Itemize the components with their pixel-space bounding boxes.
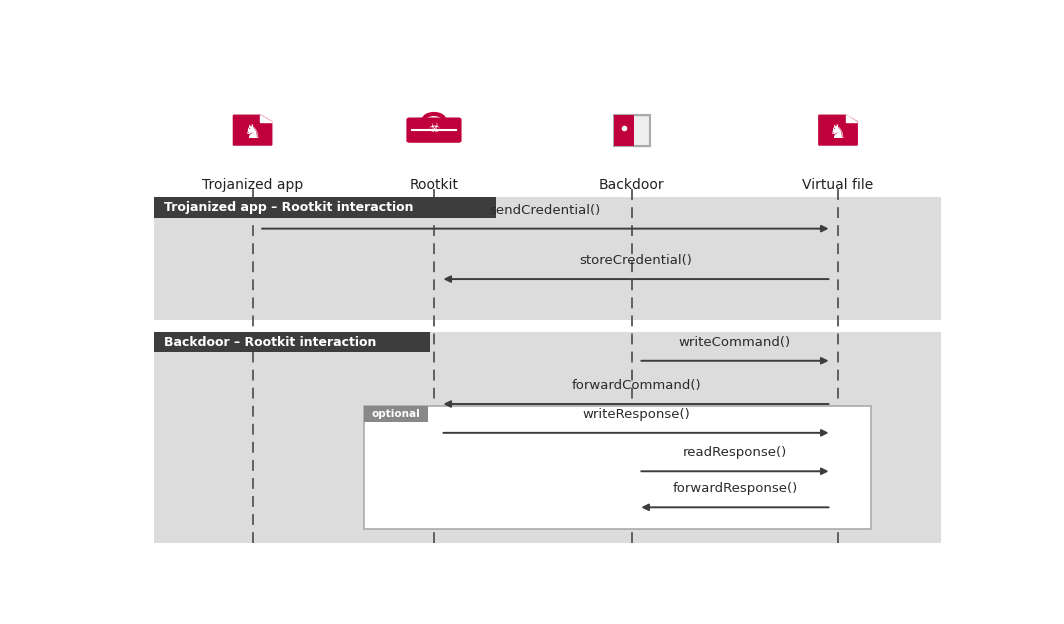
Text: storeCredential(): storeCredential() [580, 254, 693, 267]
Text: ♞: ♞ [829, 123, 847, 142]
Text: Rootkit: Rootkit [410, 178, 459, 192]
Text: ♞: ♞ [244, 123, 262, 142]
Polygon shape [846, 115, 858, 122]
Text: optional: optional [371, 409, 420, 419]
Bar [364, 406, 871, 529]
Bar [153, 197, 941, 320]
Polygon shape [233, 115, 271, 145]
Polygon shape [261, 115, 271, 122]
Text: Trojanized app: Trojanized app [202, 178, 303, 192]
Text: writeCommand(): writeCommand() [679, 336, 791, 349]
Bar [614, 115, 634, 146]
Bar [153, 197, 496, 218]
Bar [153, 332, 430, 352]
Text: ☣: ☣ [429, 122, 439, 135]
FancyBboxPatch shape [406, 117, 462, 143]
Text: forwardCommand(): forwardCommand() [571, 379, 701, 392]
Text: Virtual file: Virtual file [802, 178, 874, 192]
Text: forwardResponse(): forwardResponse() [672, 482, 798, 495]
Text: writeResponse(): writeResponse() [582, 408, 689, 421]
Bar [364, 406, 428, 422]
Text: sendCredential(): sendCredential() [489, 203, 601, 217]
Bar [614, 115, 650, 146]
Text: Trojanized app – Rootkit interaction: Trojanized app – Rootkit interaction [164, 201, 414, 214]
Bar [153, 332, 941, 544]
Text: readResponse(): readResponse() [683, 446, 787, 459]
Text: Backdoor – Rootkit interaction: Backdoor – Rootkit interaction [164, 336, 377, 349]
Text: Backdoor: Backdoor [599, 178, 665, 192]
Polygon shape [819, 115, 858, 145]
